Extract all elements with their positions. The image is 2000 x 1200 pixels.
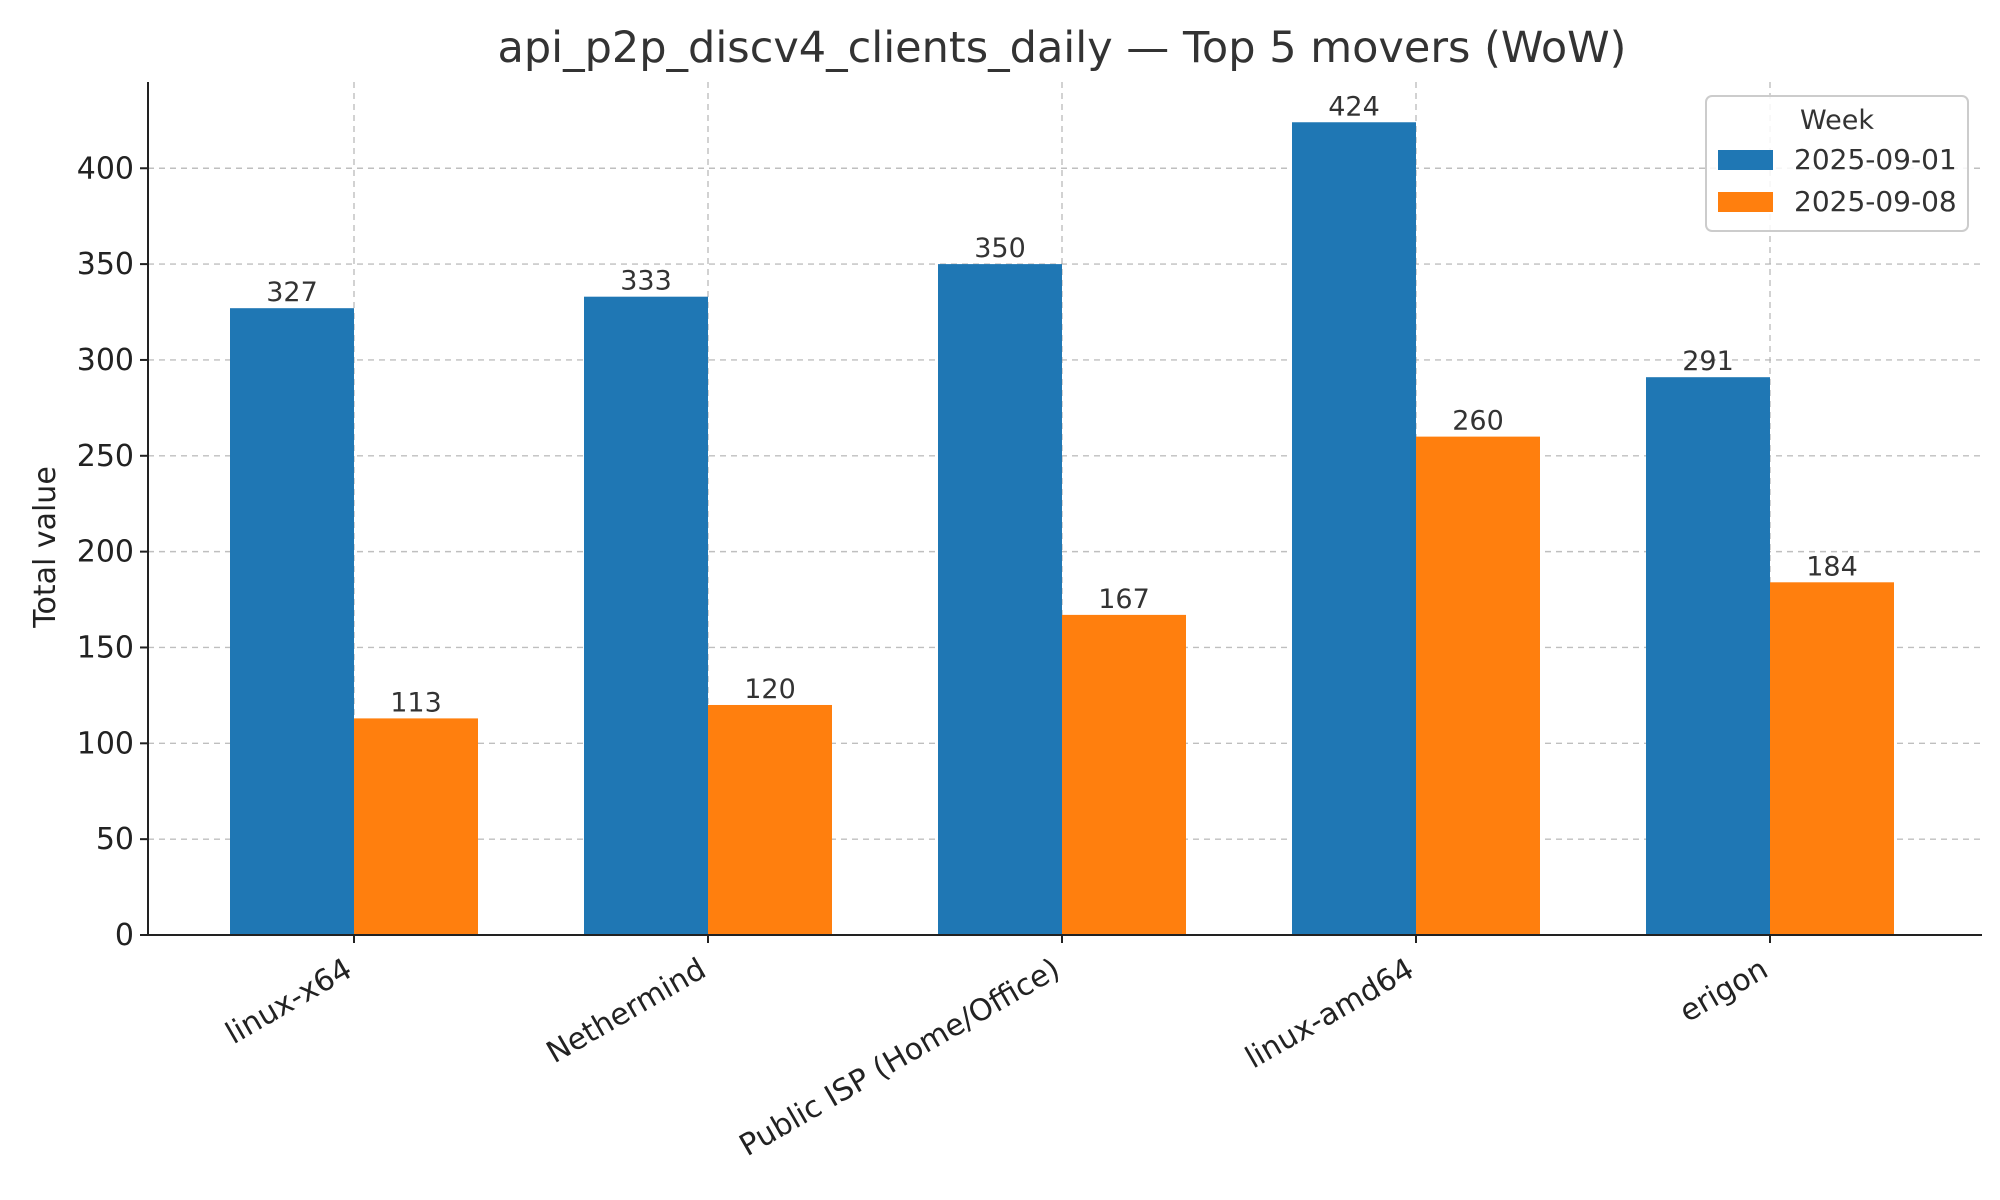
bar-value-label: 327 (266, 277, 318, 308)
legend-title: Week (1800, 105, 1874, 136)
x-tick-label: Nethermind (541, 952, 712, 1071)
legend-label: 2025-09-01 (1794, 143, 1957, 176)
bar-value-label: 120 (744, 674, 796, 705)
y-tick-label: 350 (77, 247, 134, 282)
legend-swatch (1718, 150, 1773, 170)
legend-label: 2025-09-08 (1794, 185, 1957, 218)
y-tick-label: 0 (115, 918, 134, 953)
bar (708, 704, 832, 935)
bar-value-labels: 327 333 350 424 291 113 120 167 260 184 (266, 91, 1858, 718)
bar-value-label: 167 (1098, 584, 1150, 615)
bar (354, 718, 478, 935)
bar (1062, 614, 1186, 935)
bar (1416, 436, 1540, 935)
chart-title: api_p2p_discv4_clients_daily — Top 5 mov… (498, 23, 1627, 73)
bar (1646, 377, 1770, 935)
y-axis-label: Total value (28, 466, 63, 629)
y-tick-label: 200 (77, 535, 134, 570)
x-tick-label: linux-x64 (220, 952, 358, 1052)
bar-value-label: 113 (390, 687, 442, 718)
x-tick-label: erigon (1674, 952, 1774, 1030)
y-tick-label: 150 (77, 630, 134, 665)
bar (1770, 582, 1894, 935)
legend: Week 2025-09-01 2025-09-08 (1705, 95, 1969, 232)
bar-value-label: 350 (974, 233, 1026, 264)
legend-swatch (1718, 192, 1773, 212)
x-tick-label: Public ISP (Home/Office) (734, 952, 1066, 1164)
bar-value-label: 333 (620, 266, 672, 297)
y-tick-label: 50 (96, 822, 134, 857)
bar (584, 296, 708, 936)
bar (230, 308, 354, 936)
y-tick-label: 400 (77, 151, 134, 186)
bar (1292, 122, 1416, 936)
bar-value-label: 184 (1806, 551, 1858, 582)
y-tick-label: 300 (77, 343, 134, 378)
y-tick-label: 250 (77, 439, 134, 474)
bar-value-label: 424 (1328, 91, 1380, 122)
bar-value-label: 291 (1682, 346, 1734, 377)
bar (938, 264, 1062, 935)
y-tick-label: 100 (77, 726, 134, 761)
bars (230, 122, 1894, 936)
x-tick-label: linux-amd64 (1240, 952, 1420, 1076)
bar-value-label: 260 (1452, 406, 1504, 437)
